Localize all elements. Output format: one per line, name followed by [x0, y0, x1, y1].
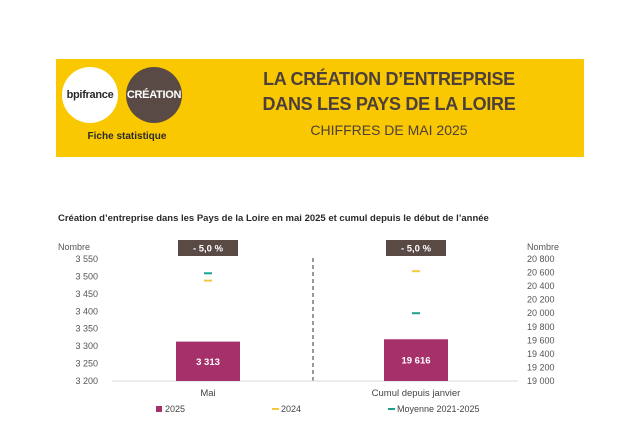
legend-2024-label: 2024 [281, 404, 301, 414]
title-line-1: LA CRÉATION D’ENTREPRISE [263, 69, 515, 89]
left-axis-tick: 3 400 [75, 306, 98, 316]
left-axis-tick: 3 450 [75, 289, 98, 299]
right-axis-tick: 20 400 [527, 281, 555, 291]
left-axis-tick: 3 350 [75, 324, 98, 334]
title-line-3: CHIFFRES DE MAI 2025 [310, 122, 468, 138]
bpifrance-logo: bpifrance [62, 67, 118, 123]
right-change-badge-text: - 5,0 % [401, 244, 432, 255]
right-axis-tick: 20 800 [527, 254, 555, 264]
right-axis-tick: 19 200 [527, 362, 555, 372]
right-axis-label: Nombre [527, 242, 559, 252]
left-change-badge-text: - 5,0 % [193, 244, 224, 255]
right-axis-tick: 20 600 [527, 268, 555, 278]
left-axis-tick: 3 550 [75, 254, 98, 264]
right-axis-tick: 20 000 [527, 308, 555, 318]
right-axis-tick: 19 800 [527, 322, 555, 332]
header-banner: bpifrance CRÉATION Fiche statistique LA … [56, 59, 584, 157]
left-category-label: Mai [200, 388, 215, 399]
right-bar-2025 [384, 339, 448, 381]
creation-logo-text: CRÉATION [126, 89, 182, 101]
right-axis-tick: 20 200 [527, 295, 555, 305]
left-axis-tick: 3 300 [75, 341, 98, 351]
left-change-badge [178, 240, 238, 256]
left-bar-2025 [176, 341, 240, 381]
left-axis-tick: 3 500 [75, 271, 98, 281]
right-change-badge [386, 240, 446, 256]
right-axis-tick: 19 400 [527, 349, 555, 359]
left-bar-2025-label: 3 313 [196, 357, 220, 368]
legend-average-label: Moyenne 2021-2025 [397, 404, 480, 414]
fiche-statistique-label: Fiche statistique [87, 131, 167, 142]
legend-2025-label: 2025 [165, 404, 185, 414]
bpifrance-logo-text: bpifrance [66, 89, 114, 101]
right-axis-tick: 19 000 [527, 376, 555, 386]
page-title: LA CRÉATION D’ENTREPRISE DANS LES PAYS D… [206, 67, 572, 141]
left-axis-tick: 3 250 [75, 359, 98, 369]
right-bar-2025-label: 19 616 [401, 356, 430, 367]
chart-title: Création d’entreprise dans les Pays de l… [58, 213, 489, 224]
title-line-2: DANS LES PAYS DE LA LOIRE [262, 94, 516, 114]
legend-2025-swatch [156, 406, 162, 412]
left-axis-tick: 3 200 [75, 376, 98, 386]
left-axis-label: Nombre [58, 242, 90, 252]
right-axis-tick: 19 600 [527, 335, 555, 345]
right-category-label: Cumul depuis janvier [372, 388, 461, 399]
creation-logo: CRÉATION [126, 67, 182, 123]
